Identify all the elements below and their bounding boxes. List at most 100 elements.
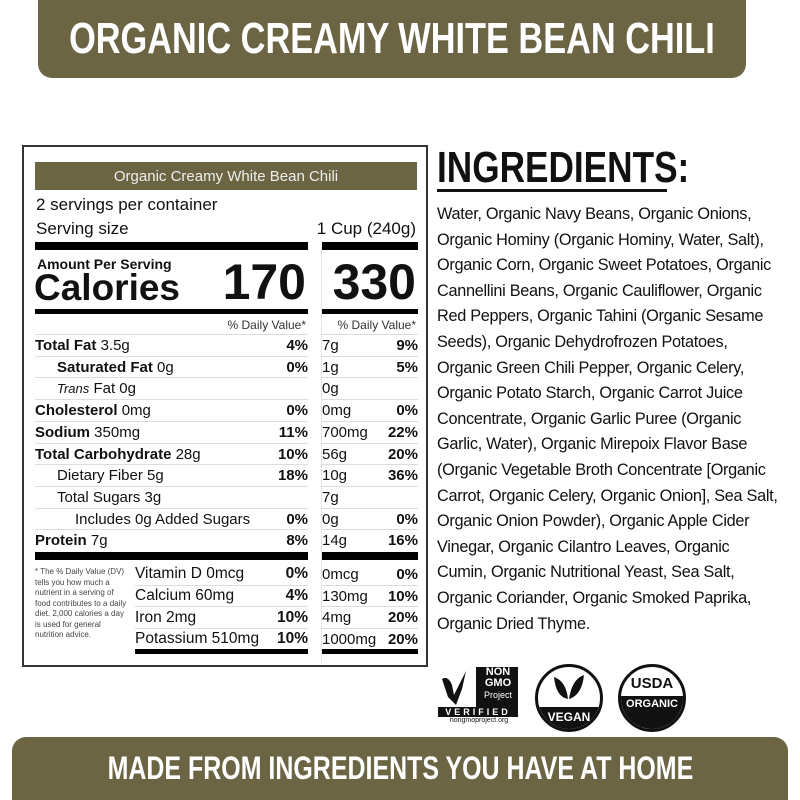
micronutrient-row: Vitamin D 0mcg 0% <box>135 563 308 585</box>
label-product-name: Organic Creamy White Bean Chili <box>35 162 417 190</box>
nutrient-name: Cholesterol <box>35 402 118 420</box>
micronutrient-name: Vitamin D 0mcg <box>135 565 245 582</box>
container-dv: 20% <box>387 630 418 648</box>
nutrient-row-container: 0g <box>322 377 418 399</box>
nutrient-dv: 10% <box>277 445 308 463</box>
page-title: ORGANIC CREAMY WHITE BEAN CHILI <box>69 14 715 63</box>
serving-size-value: 1 Cup (240g) <box>316 219 416 238</box>
nutrient-row-container: 10g 36% <box>322 464 418 486</box>
container-dv: 36% <box>387 467 418 485</box>
micronutrient-dv: 10% <box>276 630 308 647</box>
container-amount: 0g <box>322 380 339 398</box>
nutrient-dv: 0% <box>286 510 308 528</box>
nutrient-dv: 18% <box>277 467 308 485</box>
container-dv: 10% <box>387 587 418 605</box>
nutrient-name: Includes 0g Added Sugars <box>75 510 251 528</box>
nutrient-name: Total Fat <box>35 337 97 354</box>
micronutrient-name: Potassium 510mg <box>135 630 260 647</box>
divider <box>322 552 418 560</box>
nutrient-amount: 3.5g <box>100 337 130 354</box>
servings-per-container: 2 servings per container <box>36 195 218 214</box>
vegan-logo: VEGAN <box>535 664 603 732</box>
nutrient-row-container: 14g 16% <box>322 529 418 551</box>
nutrient-row: Dietary Fiber 5g 18% <box>35 464 308 486</box>
title-banner: ORGANIC CREAMY WHITE BEAN CHILI <box>38 0 746 78</box>
nongmo-text: VERIFIED <box>445 707 511 717</box>
amount-per-serving: Amount Per Serving <box>37 256 172 272</box>
dv-header-container: % Daily Value* <box>337 318 416 332</box>
divider <box>35 552 308 560</box>
container-amount: 7g <box>322 488 339 506</box>
container-dv: 0% <box>396 510 418 528</box>
nutrient-row: Total Carbohydrate 28g 10% <box>35 442 308 465</box>
nutrient-dv: 11% <box>278 423 308 441</box>
nutrient-name: Saturated Fat <box>57 358 153 376</box>
micronutrient-row-container: 1000mg 20% <box>322 627 418 650</box>
calories-value: 170 <box>222 254 306 310</box>
micronutrient-row-container: 0mcg 0% <box>322 563 418 585</box>
container-amount: 700mg <box>322 423 368 441</box>
nutrition-facts-label: Organic Creamy White Bean Chili 2 servin… <box>22 145 428 667</box>
nutrient-dv: 0% <box>286 358 308 376</box>
nutrient-row: Total Sugars 3g <box>35 485 308 508</box>
dv-footnote: * The % Daily Value (DV) tells you how m… <box>35 567 127 639</box>
container-dv: 22% <box>387 423 418 441</box>
vegan-text: VEGAN <box>538 707 600 729</box>
ingredients-heading: INGREDIENTS: <box>437 143 690 192</box>
nutrient-row: Total Fat 3.5g 4% <box>35 334 308 356</box>
container-amount: 56g <box>322 445 348 463</box>
nutrient-dv: 8% <box>286 532 308 550</box>
container-amount: 130mg <box>322 587 368 605</box>
nutrient-amount: 0g <box>157 358 174 376</box>
micronutrient-row: Iron 2mg 10% <box>135 606 308 628</box>
container-dv: 9% <box>396 337 418 354</box>
nutrient-name: Trans <box>57 381 90 397</box>
nutrient-name: Dietary Fiber 5g <box>57 467 164 485</box>
container-dv: 20% <box>387 609 418 626</box>
nutrient-row-container: 0g 0% <box>322 507 418 530</box>
micronutrient-dv: 10% <box>276 608 308 626</box>
nutrient-row-container: 0mg 0% <box>322 399 418 421</box>
micronutrient-row: Potassium 510mg 10% <box>135 627 308 650</box>
nutrient-row-container: 7g <box>322 485 418 508</box>
micronutrient-dv: 4% <box>285 587 308 604</box>
container-amount: 14g <box>322 532 348 550</box>
nutrient-row: Includes 0g Added Sugars 0% <box>35 507 308 530</box>
nutrient-amount: 7g <box>90 532 108 550</box>
nutrient-row: Cholesterol 0mg 0% <box>35 399 308 421</box>
non-gmo-verified-logo: NON GMO Project VERIFIED nongmoproject.o… <box>438 667 520 725</box>
container-amount: 10g <box>322 467 348 485</box>
calories-container-value: 330 <box>332 254 416 310</box>
nutrient-row-container: 1g 5% <box>322 355 418 378</box>
nongmo-text: NON <box>485 666 511 678</box>
nongmo-text: Project <box>483 690 512 700</box>
micronutrient-dv: 0% <box>285 565 308 582</box>
container-amount: 7g <box>322 337 339 354</box>
footer-banner: MADE FROM INGREDIENTS YOU HAVE AT HOME <box>12 737 788 800</box>
butterfly-check-icon <box>438 667 518 717</box>
nutrient-name: Protein <box>35 532 87 550</box>
dv-header: % Daily Value* <box>227 318 306 332</box>
nutrient-name: Total Carbohydrate <box>35 445 172 463</box>
column-separator <box>321 247 322 662</box>
nongmo-text: GMO <box>484 677 512 689</box>
micronutrient-row: Calcium 60mg 4% <box>135 584 308 607</box>
usda-organic-logo: USDA ORGANIC <box>618 664 686 732</box>
ingredients-text: Water, Organic Navy Beans, Organic Onion… <box>437 205 778 633</box>
divider <box>322 649 418 654</box>
container-amount: 1000mg <box>322 630 377 648</box>
container-amount: 4mg <box>322 609 352 626</box>
nutrient-amount: 0mg <box>121 402 151 420</box>
divider <box>35 242 308 250</box>
nutrient-amount: Fat 0g <box>93 380 136 398</box>
usda-text: USDA <box>630 675 674 692</box>
tagline: MADE FROM INGREDIENTS YOU HAVE AT HOME <box>107 750 693 786</box>
divider <box>135 649 308 654</box>
divider <box>322 309 418 314</box>
nutrient-row: Protein 7g 8% <box>35 529 308 551</box>
micronutrient-row-container: 4mg 20% <box>322 606 418 628</box>
nutrient-name: Total Sugars 3g <box>57 488 162 506</box>
nutrient-row: Saturated Fat 0g 0% <box>35 355 308 378</box>
nutrient-name: Sodium <box>35 423 90 441</box>
serving-size-label: Serving size <box>36 219 129 238</box>
